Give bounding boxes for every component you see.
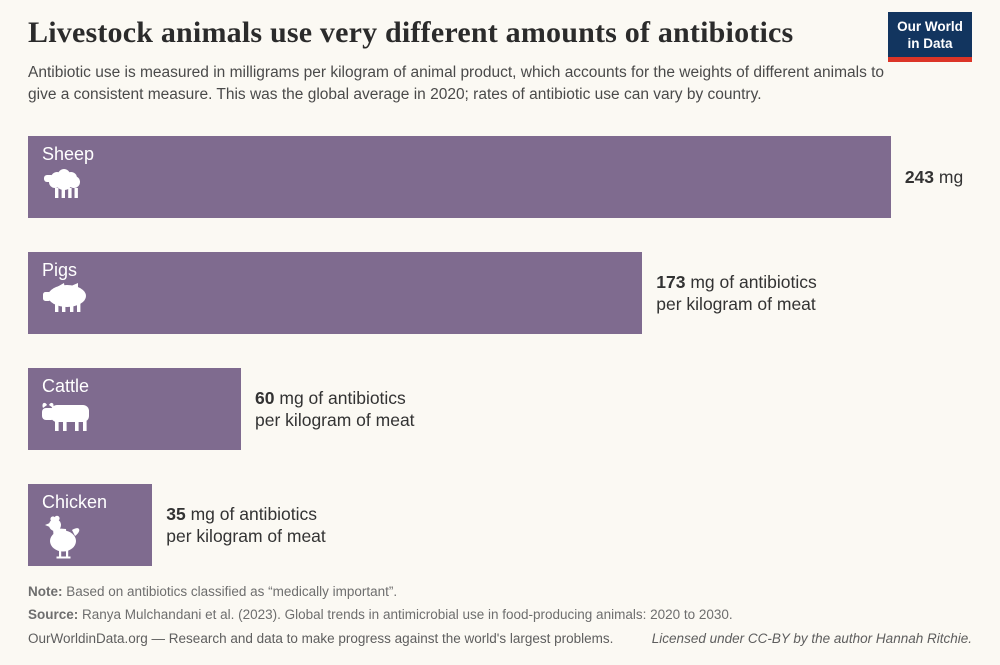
- footer: Note: Based on antibiotics classified as…: [28, 566, 972, 665]
- bar-row-sheep: Sheep 243 mg: [28, 136, 972, 218]
- bar-sheep: Sheep: [28, 136, 891, 218]
- value-line2: per kilogram of meat: [255, 410, 415, 430]
- value-number: 173: [656, 271, 686, 292]
- footer-bottom-row: OurWorldinData.org — Research and data t…: [28, 629, 972, 649]
- source-label: Source:: [28, 606, 79, 622]
- value-label-chicken: 35 mg of antibiotics per kilogram of mea…: [166, 503, 326, 548]
- chicken-icon: [45, 515, 80, 559]
- bar-chicken: Chicken: [28, 484, 153, 566]
- value-label-cattle: 60 mg of antibiotics per kilogram of mea…: [255, 387, 415, 432]
- note-text: Based on antibiotics classified as “medi…: [62, 584, 398, 600]
- bar-cattle: Cattle: [28, 368, 242, 450]
- value-number: 60: [255, 387, 275, 408]
- owid-logo-line2: in Data: [907, 35, 953, 51]
- source-text: Ranya Mulchandani et al. (2023). Global …: [78, 606, 733, 622]
- value-line2: per kilogram of meat: [656, 294, 816, 314]
- value-unit: mg of antibiotics: [185, 503, 318, 524]
- value-label-sheep: 243 mg: [905, 166, 963, 188]
- value-line2: per kilogram of meat: [166, 526, 326, 546]
- value-label-pigs: 173 mg of antibiotics per kilogram of me…: [656, 271, 817, 316]
- bar-pigs: Pigs: [28, 252, 643, 334]
- owid-logo-line1: Our World: [897, 19, 963, 34]
- bar-label-cattle: Cattle: [42, 376, 90, 396]
- page-title: Livestock animals use very different amo…: [28, 16, 794, 49]
- value-number: 243: [904, 166, 935, 187]
- bar-row-pigs: Pigs 173 mg of antibiotics per k: [28, 252, 972, 334]
- value-unit: mg of antibiotics: [685, 271, 817, 292]
- value-number: 35: [166, 503, 186, 524]
- bar-label-pigs: Pigs: [42, 260, 78, 280]
- source-row: Source: Ranya Mulchandani et al. (2023).…: [28, 605, 972, 625]
- bar-label-chicken: Chicken: [42, 492, 108, 512]
- bar-chart: Sheep 243 mg: [28, 136, 972, 566]
- value-unit: mg of antibiotics: [274, 387, 406, 408]
- license-text: Licensed under CC-BY by the author Hanna…: [651, 630, 972, 646]
- note-row: Note: Based on antibiotics classified as…: [28, 582, 972, 602]
- header: Livestock animals use very different amo…: [28, 10, 972, 132]
- value-unit: mg: [934, 166, 964, 187]
- owid-logo: Our World in Data: [888, 12, 972, 62]
- sheep-icon: [44, 169, 80, 198]
- pig-icon: [43, 283, 86, 312]
- bar-label-sheep: Sheep: [42, 144, 95, 164]
- bar-row-chicken: Chicken 35 mg of antibi: [28, 484, 972, 566]
- chart-subtitle: Antibiotic use is measured in milligrams…: [28, 64, 885, 103]
- bar-row-cattle: Cattle 60 mg of antibiotics per: [28, 368, 972, 450]
- cattle-icon: [42, 402, 89, 431]
- owid-tagline: OurWorldinData.org — Research and data t…: [28, 630, 614, 646]
- note-label: Note:: [28, 584, 63, 600]
